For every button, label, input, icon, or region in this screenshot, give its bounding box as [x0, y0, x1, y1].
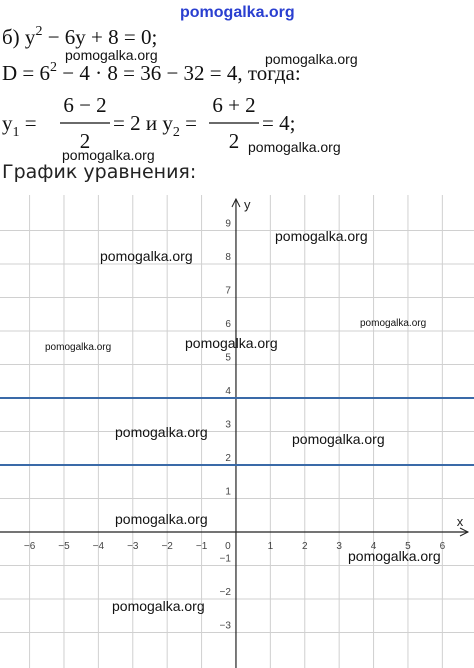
watermark: pomogalka.org — [100, 248, 193, 264]
y-tick-label: 5 — [225, 353, 231, 364]
x-axis-label: x — [457, 514, 464, 529]
y-tick-label: 1 — [225, 486, 231, 497]
watermarks: pomogalka.org pomogalka.org pomogalka.org p… — [45, 4, 441, 614]
x-tick-label: 1 — [268, 541, 274, 552]
text: б) y — [2, 25, 36, 49]
x-tick-label: −1 — [196, 541, 208, 552]
watermark: pomogalka.org — [275, 228, 368, 244]
numerator: 6 − 2 — [63, 93, 106, 117]
text: = — [20, 111, 37, 135]
root-1: y1 = — [2, 111, 37, 140]
x-tick-label: 4 — [371, 541, 377, 552]
numerator: 6 + 2 — [212, 93, 255, 117]
discriminant: D = 62 − 4 · 8 = 36 − 32 = 4, тогда: — [2, 60, 301, 85]
watermark: pomogalka.org — [265, 51, 358, 67]
watermark: pomogalka.org — [115, 424, 208, 440]
watermark: pomogalka.org — [112, 598, 205, 614]
denominator: 2 — [80, 129, 91, 153]
x-tick-label: 6 — [440, 541, 446, 552]
sup: 2 — [35, 24, 42, 39]
text: − 4 · 8 = 36 − 32 = 4, тогда: — [57, 61, 301, 85]
y-axis-label: y — [244, 197, 251, 212]
x-arrow — [459, 527, 470, 537]
denominator: 2 — [229, 129, 240, 153]
x-tick-label: −4 — [93, 541, 105, 552]
watermark: pomogalka.org — [348, 548, 441, 564]
watermark: pomogalka.org — [65, 47, 158, 63]
y-tick-label: 3 — [225, 420, 231, 431]
x-tick-label: −3 — [127, 541, 139, 552]
graph-heading: График уравнения: — [2, 161, 196, 183]
watermark: pomogalka.org — [62, 147, 155, 163]
origin-label: 0 — [225, 541, 231, 552]
y-tick-label: 2 — [225, 453, 231, 464]
y-tick-label: 9 — [225, 219, 231, 230]
watermark: pomogalka.org — [248, 139, 341, 155]
watermark: pomogalka.org — [180, 4, 295, 21]
watermark: pomogalka.org — [360, 318, 426, 329]
chart: −6 −5 −4 −3 −2 −1 1 2 3 4 5 6 −3 −2 −1 1 2 3 4 5 6 7 8 9 x y 0 — [0, 195, 474, 668]
text: y — [2, 111, 13, 135]
y-tick-label: 6 — [225, 319, 231, 330]
x-tick-label: 2 — [302, 541, 308, 552]
watermark: pomogalka.org — [45, 342, 111, 353]
watermark: pomogalka.org — [292, 431, 385, 447]
x-tick-label: −5 — [58, 541, 70, 552]
root-2: = 2 и y2 = — [113, 111, 197, 140]
sub: 2 — [173, 125, 180, 140]
watermark: pomogalka.org — [185, 335, 278, 351]
y-tick-label: 7 — [225, 286, 231, 297]
x-tick-label: −2 — [161, 541, 173, 552]
y-tick-label: −1 — [220, 553, 232, 564]
text: − 6y + 8 = 0; — [42, 25, 157, 49]
x-tick-label: 5 — [405, 541, 411, 552]
x-tick-label: 3 — [336, 541, 342, 552]
y-tick-label: −2 — [220, 587, 232, 598]
equation: б) y2 − 6y + 8 = 0; — [2, 24, 157, 49]
y-arrow — [231, 197, 241, 208]
sub: 1 — [13, 125, 20, 140]
y-tick-label: −3 — [220, 620, 232, 631]
text: = 2 и y — [113, 111, 173, 135]
x-tick-label: −6 — [24, 541, 36, 552]
text: = 4; — [262, 111, 295, 135]
text: = — [180, 111, 197, 135]
sup: 2 — [50, 60, 57, 75]
watermark: pomogalka.org — [115, 511, 208, 527]
y-tick-label: 4 — [225, 386, 231, 397]
text: D = 6 — [2, 61, 50, 85]
y-tick-label: 8 — [225, 252, 231, 263]
